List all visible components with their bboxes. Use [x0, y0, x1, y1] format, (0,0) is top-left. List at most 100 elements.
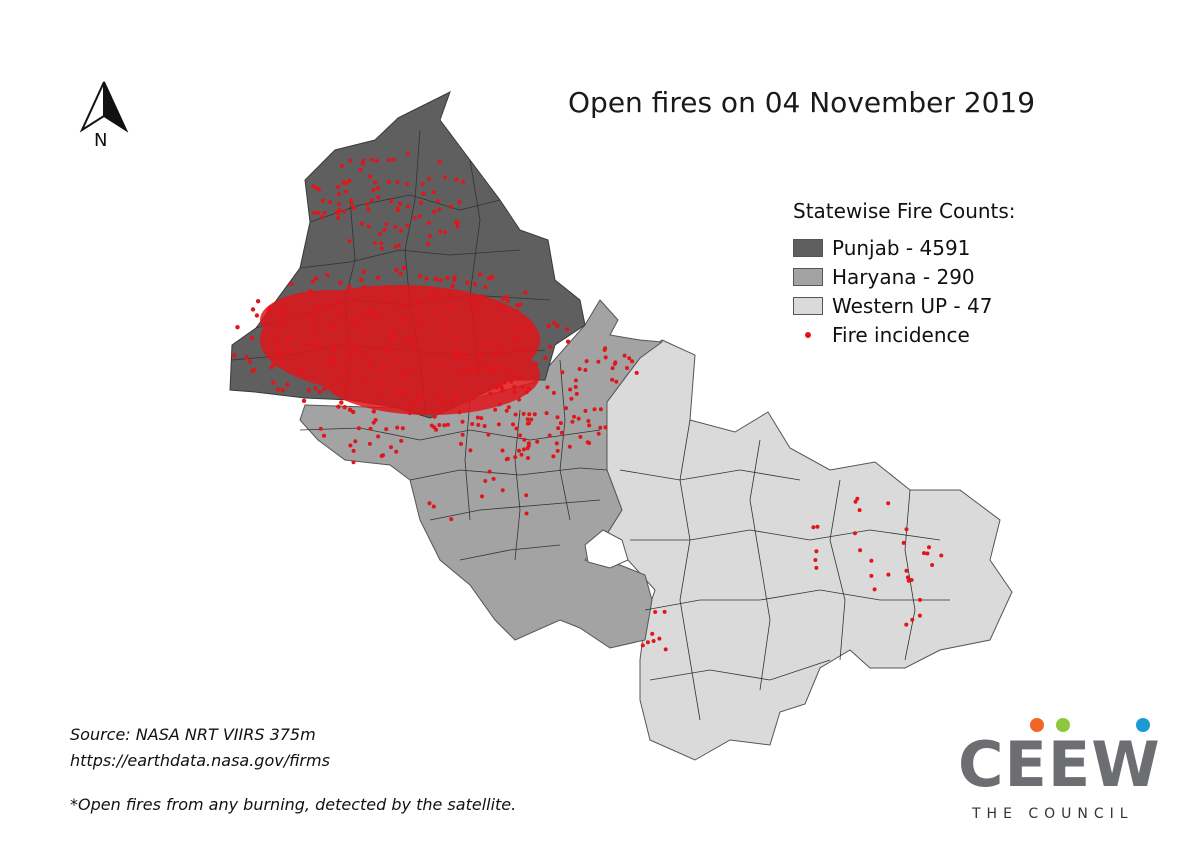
fire-point [341, 180, 346, 185]
fire-point [421, 192, 426, 196]
fire-point [356, 426, 361, 431]
source-line-1: Source: NASA NRT VIIRS 375m [70, 725, 316, 744]
fire-point [630, 359, 634, 364]
fire-point [431, 504, 436, 509]
legend-item-fire: Fire incidence [793, 320, 1016, 349]
fire-point [348, 158, 353, 163]
fire-point [412, 215, 417, 220]
fire-point [366, 207, 371, 212]
fire-point [417, 274, 423, 279]
legend-fire-dot-icon [793, 326, 823, 344]
fire-point [310, 279, 315, 284]
ceew-logo: CEEW THE COUNCIL [958, 718, 1160, 828]
logo-dots [1030, 718, 1160, 734]
fire-point [555, 415, 560, 420]
fire-point [320, 215, 325, 220]
fire-point [401, 265, 407, 271]
fire-point [460, 419, 465, 424]
legend-swatch-punjab [793, 238, 823, 257]
fire-point [487, 276, 492, 281]
fire-point [419, 201, 424, 205]
fire-point [559, 430, 564, 435]
fire-point [437, 159, 442, 164]
fire-point [513, 412, 518, 417]
legend-swatch-haryana [793, 267, 823, 286]
fire-point [369, 198, 374, 203]
fire-point [603, 425, 608, 430]
fire-point [815, 524, 820, 529]
fire-point [342, 405, 347, 410]
fire-point [613, 360, 618, 365]
fire-point [857, 508, 862, 513]
fire-point [275, 387, 280, 392]
fire-point [377, 232, 382, 237]
fire-point [583, 368, 588, 372]
fire-point [375, 186, 380, 191]
fire-point [391, 157, 396, 162]
fire-point [313, 276, 319, 281]
fire-point [382, 227, 387, 232]
fire-point [338, 280, 343, 285]
fire-point [610, 377, 615, 382]
fire-point [578, 434, 583, 439]
fire-point [361, 158, 366, 163]
region-haryana [299, 299, 664, 649]
fire-point [622, 353, 627, 358]
fire-point [336, 404, 341, 409]
fire-point [574, 391, 579, 396]
fire-point [927, 545, 931, 550]
fire-point [496, 422, 501, 427]
fire-point [517, 448, 521, 453]
fire-point [325, 273, 330, 278]
legend-item-haryana: Haryana - 290 [793, 262, 1016, 291]
fire-point [351, 448, 356, 453]
fire-point [337, 208, 342, 213]
fire-point [569, 396, 574, 401]
fire-point [232, 353, 237, 358]
fire-point [454, 177, 459, 182]
fire-point [662, 609, 667, 614]
fire-point [431, 209, 436, 214]
fire-point [634, 370, 639, 375]
fire-point [394, 449, 399, 454]
fire-point [424, 276, 429, 281]
fire-point [359, 221, 364, 226]
fire-point [527, 421, 531, 426]
logo-dot-orange [1030, 718, 1044, 732]
fire-point [909, 578, 914, 582]
fire-point [524, 493, 529, 498]
fire-point [506, 405, 511, 410]
fire-point [886, 501, 891, 506]
fire-point [872, 587, 877, 592]
fire-point [342, 209, 347, 214]
fire-point [905, 575, 910, 580]
fire-point [527, 412, 532, 417]
fire-point [379, 454, 384, 458]
north-label: N [94, 130, 108, 151]
fire-point [504, 408, 509, 413]
fire-point [551, 390, 556, 395]
fire-point [375, 275, 381, 280]
fire-point [438, 229, 443, 234]
fire-point [475, 415, 480, 420]
fire-point [555, 323, 560, 329]
fire-point [320, 198, 325, 203]
logo-subtitle: THE COUNCIL [972, 806, 1134, 822]
footnote: *Open fires from any burning, detected b… [70, 795, 517, 814]
fire-point [465, 280, 470, 285]
fire-cluster-punjab [260, 285, 540, 415]
legend-label-western-up: Western UP - 47 [832, 293, 993, 318]
fire-point [640, 643, 645, 648]
fire-point [470, 422, 475, 426]
fire-point [505, 298, 510, 304]
fire-point [365, 202, 370, 207]
fire-point [280, 387, 285, 393]
fire-point [511, 422, 515, 427]
source-link[interactable]: https://earthdata.nasa.gov/firms [70, 751, 330, 770]
fire-point [347, 239, 352, 244]
fire-point [339, 163, 344, 168]
fire-point [925, 551, 930, 556]
legend-item-punjab: Punjab - 4591 [793, 233, 1016, 262]
fire-point [432, 414, 437, 419]
